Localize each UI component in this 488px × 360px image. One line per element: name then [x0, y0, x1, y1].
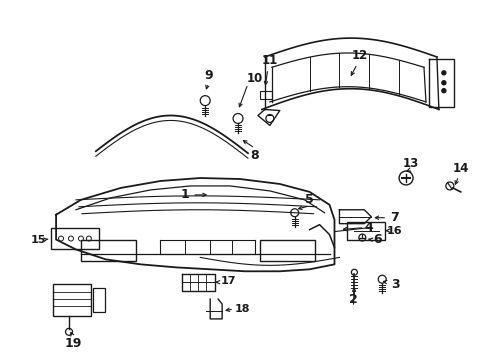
- Bar: [260, 239, 314, 261]
- Text: 14: 14: [452, 162, 468, 175]
- Circle shape: [441, 71, 445, 75]
- Text: 3: 3: [390, 278, 399, 291]
- Text: 19: 19: [64, 337, 81, 350]
- Text: 13: 13: [402, 157, 418, 170]
- Circle shape: [441, 89, 445, 93]
- Text: 6: 6: [372, 233, 381, 246]
- Bar: [53, 284, 91, 316]
- Text: 15: 15: [30, 234, 46, 244]
- Bar: [346, 222, 385, 239]
- Bar: [51, 228, 99, 249]
- Bar: [260, 91, 271, 99]
- Circle shape: [441, 81, 445, 85]
- Text: 1: 1: [181, 188, 189, 201]
- Text: 10: 10: [246, 72, 263, 85]
- Bar: [81, 239, 135, 261]
- Text: 16: 16: [386, 226, 401, 235]
- Text: 5: 5: [305, 193, 313, 206]
- Text: 2: 2: [348, 293, 357, 306]
- Text: 4: 4: [364, 221, 373, 234]
- Text: 17: 17: [220, 276, 235, 286]
- Text: 9: 9: [203, 69, 212, 82]
- Text: 11: 11: [261, 54, 277, 67]
- Text: 7: 7: [389, 211, 398, 224]
- Text: 18: 18: [234, 304, 249, 314]
- Bar: [93, 288, 104, 312]
- Text: 12: 12: [350, 49, 366, 63]
- Text: 8: 8: [250, 149, 259, 162]
